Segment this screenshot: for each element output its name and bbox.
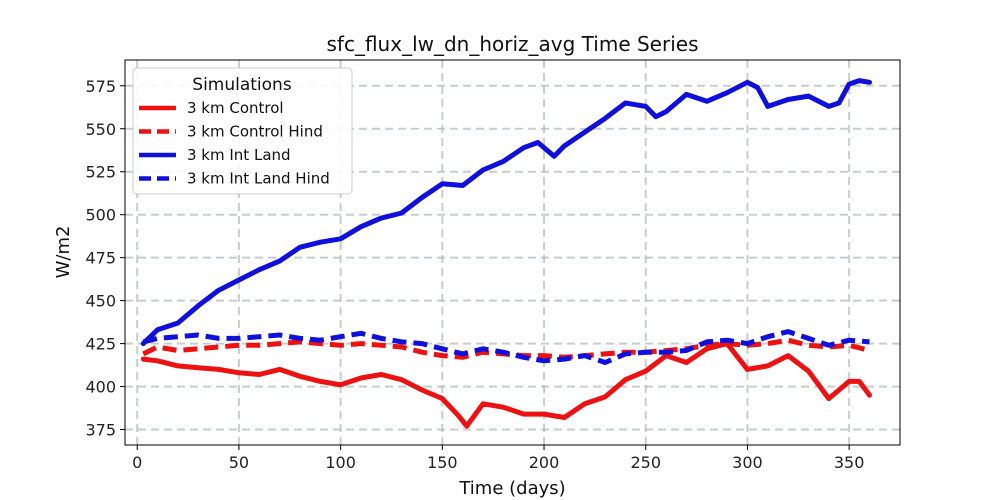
plot-frame — [124, 59, 901, 446]
series-lines — [140, 78, 872, 429]
legend-label-3: 3 km Int Land — [187, 146, 291, 164]
legend-label-1: 3 km Control — [187, 99, 284, 117]
y-tick-label: 400 — [85, 378, 116, 397]
x-tick-label: 50 — [229, 453, 249, 472]
x-tick-label: 200 — [529, 453, 560, 472]
legend-label-4: 3 km Int Land Hind — [187, 170, 330, 188]
legend-title: Simulations — [192, 75, 292, 95]
series-line-1 — [140, 341, 872, 429]
x-tick-label: 150 — [427, 453, 458, 472]
x-axis-label: Time (days) — [458, 478, 565, 499]
series-line-3 — [140, 78, 872, 347]
chart-title: sfc_flux_lw_dn_horiz_avg Time Series — [327, 32, 699, 56]
y-axis-label: W/m2 — [53, 226, 74, 279]
y-tick-label: 475 — [85, 249, 116, 268]
y-tick-label: 575 — [85, 77, 116, 96]
legend-label-2: 3 km Control Hind — [187, 123, 323, 141]
y-tick-label: 425 — [85, 335, 116, 354]
axis-ticks: 0 50 100 150 200 250 300 350 375 400 425 450 475 500 5… — [85, 77, 864, 472]
y-tick-label: 450 — [85, 292, 116, 311]
legend: Simulations 3 km Control 3 km Control Hin… — [132, 67, 353, 195]
series-line-4 — [142, 329, 870, 365]
legend-box — [132, 67, 353, 195]
x-tick-label: 350 — [834, 453, 865, 472]
y-tick-label: 550 — [85, 120, 116, 139]
x-tick-label: 100 — [325, 453, 356, 472]
x-tick-label: 300 — [732, 453, 763, 472]
y-tick-label: 375 — [85, 421, 116, 440]
x-tick-label: 0 — [132, 453, 142, 472]
y-tick-label: 525 — [85, 163, 116, 182]
x-tick-label: 250 — [630, 453, 661, 472]
y-tick-label: 500 — [85, 206, 116, 225]
